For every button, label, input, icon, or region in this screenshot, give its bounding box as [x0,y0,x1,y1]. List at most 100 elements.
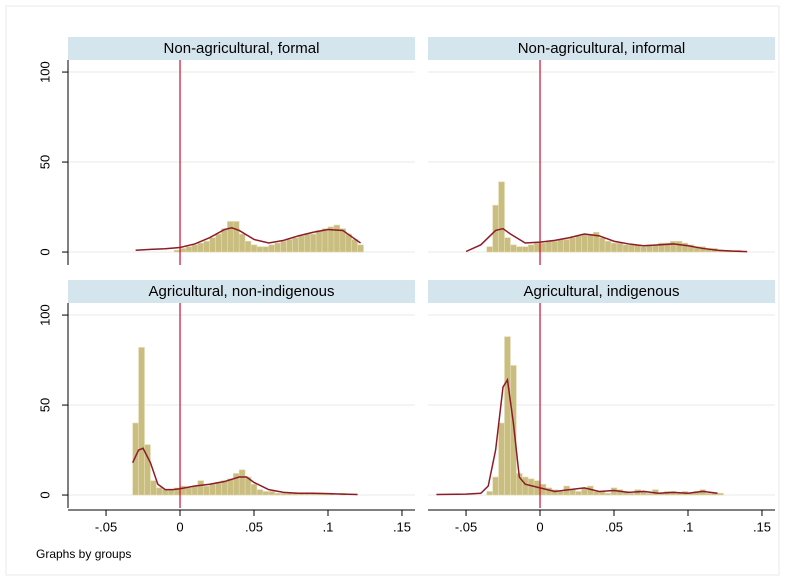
note: Graphs by groups [36,547,131,561]
histogram-bar [539,242,547,253]
histogram-bar [144,444,151,496]
histogram-bar [587,233,594,253]
histogram-bar [191,244,199,253]
histogram-bar [292,237,299,253]
histogram-bar [622,244,630,253]
x-tick-label: -.05 [455,519,477,534]
y-tick-label: 100 [37,304,52,326]
histogram-bar [569,489,576,496]
histogram-bar [167,489,175,496]
histogram-bar [527,244,535,253]
histogram-bar [250,244,258,253]
histogram-bar [227,221,234,253]
histogram-bar [280,240,287,253]
panel-title: Non-agricultural, informal [518,40,686,57]
histogram-bar [150,480,157,496]
histogram-bar [575,235,582,253]
histogram-bar [717,492,724,496]
histogram-bar [274,492,281,496]
histogram-bar [280,492,287,496]
histogram-bar [315,230,323,253]
x-tick-label: 0 [176,519,183,534]
x-tick-label: 0 [536,519,543,534]
histogram-bar [244,240,252,253]
histogram-bar [628,244,636,253]
histogram-bar [604,240,612,253]
histogram-bar [351,239,358,253]
histogram-bar [221,480,228,496]
histogram-bar [209,483,216,496]
strip [68,280,415,303]
outer-frame [5,5,780,576]
histogram-bar [492,476,499,496]
histogram-bar [504,336,511,496]
density-line [436,377,718,496]
histogram-bar [545,240,553,253]
histogram-bar [557,239,564,253]
histogram-bar [209,237,216,253]
histogram-bar [640,246,647,253]
y-tick-label: 0 [37,491,52,498]
histogram-bar [357,244,364,253]
histogram-bar [215,233,222,253]
histogram-bar [262,246,270,253]
histogram-bar [262,491,270,496]
histogram-bar [256,246,264,253]
histogram-bar [274,242,281,253]
density-line [135,226,361,251]
x-tick-label: .15 [393,519,411,534]
y-tick-label: 0 [37,248,52,255]
strip [68,37,415,60]
histogram-bar [581,233,588,253]
histogram-bar [652,244,659,253]
histogram-bar [215,482,222,496]
histogram-bar [510,365,517,496]
histogram-bar [238,469,246,496]
histogram-bar [268,491,276,496]
histogram-bar [304,233,311,253]
histogram-bar [504,237,511,253]
histogram-bar [238,233,246,253]
x-tick-label: .15 [753,519,771,534]
histogram-bar [298,235,305,253]
strip [428,37,775,60]
histogram-bar [185,246,193,253]
histogram-bar [486,246,493,253]
histogram-bar [498,181,505,253]
histogram-bar [309,233,317,253]
histogram-bar [669,240,677,253]
x-tick-label: .1 [683,519,694,534]
histogram-bar [521,476,529,496]
y-tick-label: 50 [37,398,52,412]
histogram-bar [604,492,612,496]
histogram-bar [327,226,335,253]
histogram-bar [610,242,618,253]
histogram-bar [173,249,181,253]
x-tick-label: -.05 [95,519,117,534]
histogram-bar [616,242,624,253]
histogram-bar [492,204,499,253]
histogram-bar [486,491,493,496]
histogram-bar [705,492,712,496]
histogram-bar [333,224,341,253]
strip [428,280,775,303]
histogram-bar [197,242,204,253]
histogram-bar [575,491,582,496]
histogram-bar [675,240,683,253]
histogram-bar [268,244,276,253]
histogram-bar [250,483,258,496]
panel-title: Non-agricultural, formal [164,40,320,57]
histogram-bar [646,492,653,496]
histogram-bar [203,485,210,496]
x-tick-label: .1 [323,519,334,534]
histogram-bar [156,487,163,496]
histogram-bar [551,240,559,253]
histogram-bar [498,422,505,496]
density-line [465,227,748,253]
histogram-bar [161,489,169,496]
histogram-bar [191,485,199,496]
y-tick-label: 50 [37,155,52,169]
histogram-bar [227,478,234,496]
histogram-bar [598,237,606,253]
